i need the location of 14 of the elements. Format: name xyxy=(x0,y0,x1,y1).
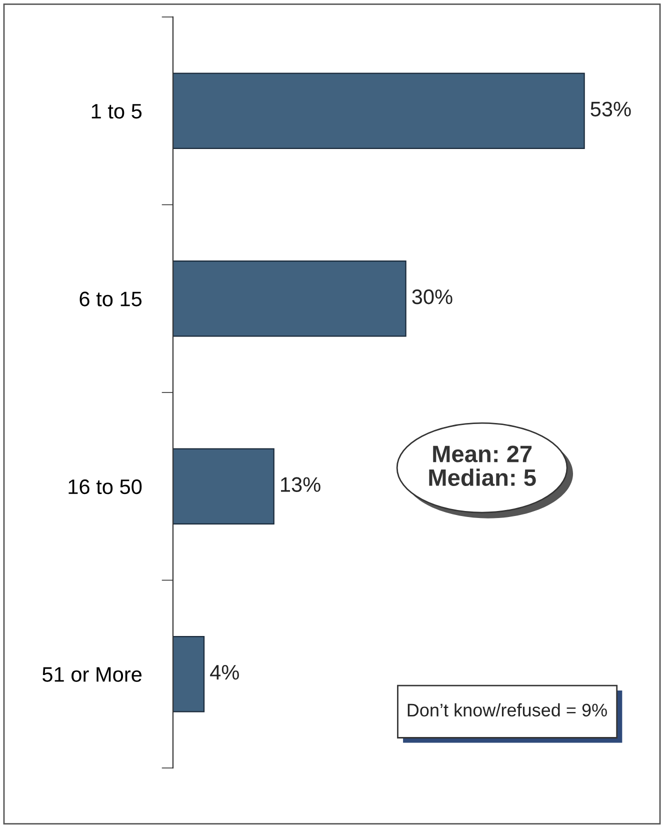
data-label: 53% xyxy=(590,102,631,116)
annotation: Don’t know/refused = 9% xyxy=(408,703,607,717)
data-label: 13% xyxy=(281,477,320,492)
bar xyxy=(172,448,274,524)
y-tick-label: 16 to 50 xyxy=(68,479,142,494)
data-label: 4% xyxy=(210,665,239,680)
y-tick-label: 1 to 5 xyxy=(92,104,142,119)
bar xyxy=(172,260,406,337)
annotation: Mean: 27 Median: 5 xyxy=(429,446,536,486)
bar xyxy=(172,636,205,712)
data-label: 30% xyxy=(412,289,452,304)
y-tick-label: 6 to 15 xyxy=(80,292,142,306)
bar xyxy=(172,72,585,149)
y-tick-label: 51 or More xyxy=(42,667,142,682)
